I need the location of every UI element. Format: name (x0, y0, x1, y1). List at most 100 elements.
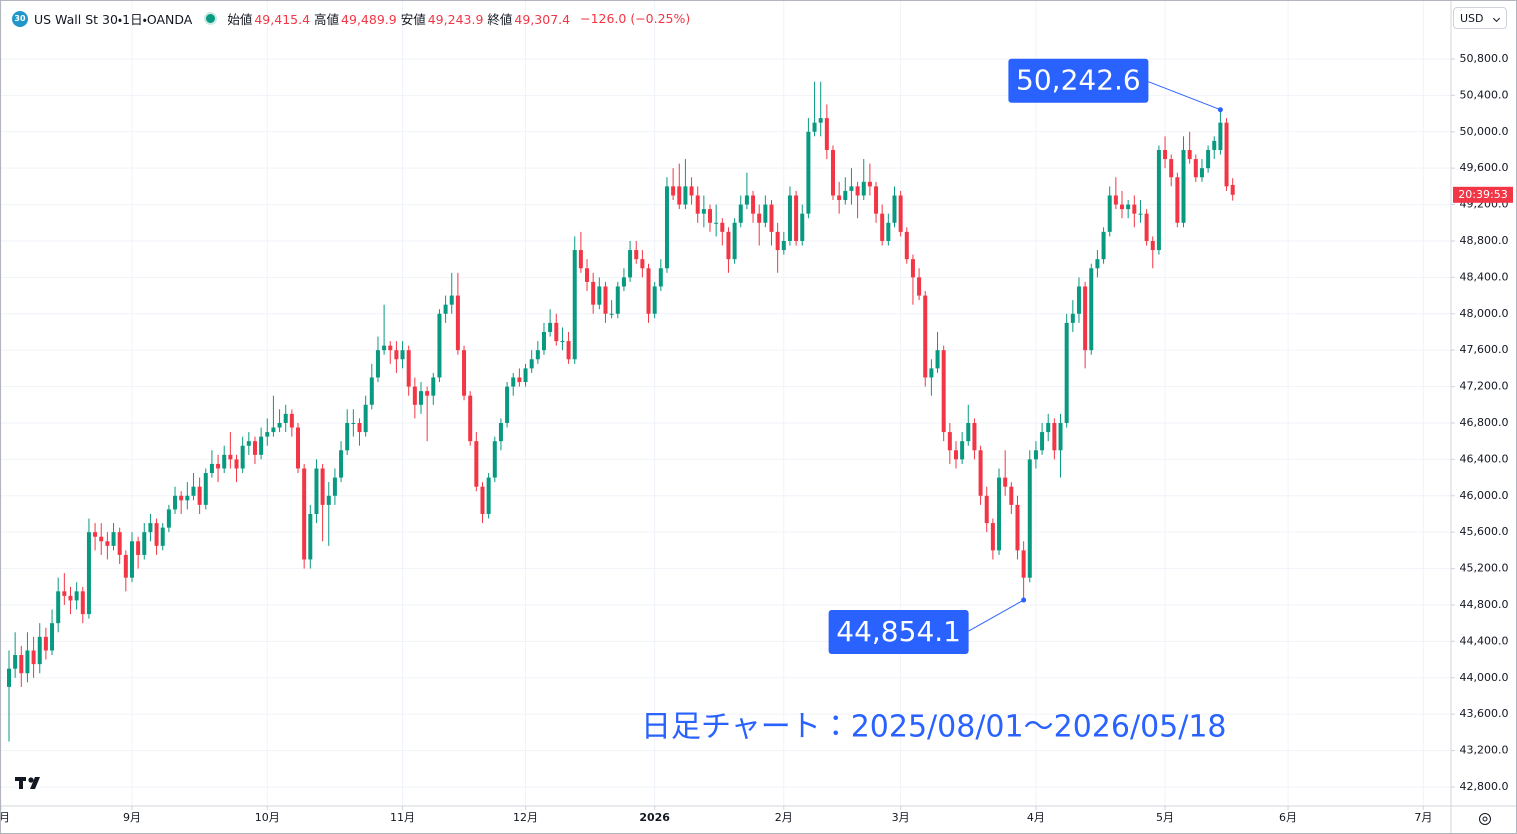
candle-body (744, 195, 749, 205)
candle-body (1206, 149, 1211, 169)
candle-body (953, 450, 958, 460)
candle-body (246, 441, 251, 446)
candle-body (664, 186, 669, 269)
candle-body (1120, 204, 1125, 210)
candle-body (1009, 486, 1014, 505)
candle-body (345, 422, 350, 451)
candle-body (308, 513, 313, 560)
candle-body (480, 486, 485, 514)
y-tick-label: 45,200.0 (1460, 562, 1509, 575)
candle-body (271, 427, 276, 433)
candle-body (86, 532, 91, 615)
candle-body (781, 240, 786, 251)
candle-body (105, 541, 110, 546)
candle-body (1132, 204, 1137, 214)
currency-select[interactable]: USD (1453, 7, 1507, 29)
annotation-label: 44,854.1 (836, 615, 961, 648)
candle-body (1015, 504, 1020, 551)
candle-body (837, 195, 842, 201)
candle-body (62, 591, 67, 596)
candle-body (474, 441, 479, 487)
candle-body (566, 341, 571, 360)
grid (1, 1, 1451, 806)
candle-body (984, 495, 989, 524)
candle-body (1126, 204, 1131, 210)
candle-body (1083, 286, 1088, 351)
market-status[interactable] (204, 12, 218, 25)
candle-body (462, 350, 467, 396)
candle-body (529, 359, 534, 369)
candle-body (714, 222, 719, 224)
candle-body (658, 268, 663, 287)
candle-body (628, 250, 633, 278)
candle-body (19, 655, 24, 674)
candle-body (671, 186, 676, 196)
candle-body (209, 463, 214, 474)
candle-body (720, 222, 725, 232)
candle-body (886, 222, 891, 241)
candle-body (683, 186, 688, 205)
legend-bar: 30 US Wall St 30・1日・OANDA 始値 49,415.4 高値 49… (12, 9, 694, 28)
x-tick-label: 8月 (1, 811, 10, 824)
candle-body (615, 286, 620, 314)
ohlc-value: 49,415.4 (254, 12, 311, 27)
candle-body (763, 204, 768, 223)
settings-icon[interactable] (1479, 813, 1491, 825)
candle-body (541, 331, 546, 351)
ohlc-label: 安値 (400, 12, 426, 27)
candle-body (1040, 432, 1045, 451)
candle-body (240, 445, 245, 469)
candle-body (1199, 168, 1204, 178)
x-tick-label: 3月 (892, 811, 910, 824)
candle-body (941, 350, 946, 433)
candle-body (31, 650, 36, 665)
candle-body (1230, 184, 1235, 195)
candle-body (160, 527, 165, 546)
candle-body (117, 532, 122, 555)
candle-body (935, 350, 940, 369)
candle-body (1046, 422, 1051, 433)
candle-body (843, 190, 848, 201)
candle-body (136, 541, 141, 555)
candle-body (1169, 159, 1174, 178)
candle-body (498, 422, 503, 442)
candle-body (1095, 259, 1100, 269)
candle-body (898, 195, 903, 232)
annotation-label: 50,242.6 (1016, 64, 1141, 97)
candle-body (1138, 213, 1143, 215)
candle-body (6, 668, 11, 687)
candle-body (861, 181, 866, 196)
candle-body (794, 195, 799, 241)
annotation-box (828, 610, 969, 655)
candle-body (997, 477, 1002, 551)
candle-body (418, 391, 423, 405)
candle-body (1089, 268, 1094, 351)
candle-body (1212, 140, 1217, 150)
candle-body (339, 450, 344, 478)
candle-body (486, 477, 491, 514)
candle-body (849, 186, 854, 191)
candle-body (701, 209, 706, 214)
candle-body (726, 231, 731, 260)
candle-body (511, 377, 516, 387)
symbol-name[interactable]: US Wall St 30・1日・OANDA (34, 12, 193, 27)
candle-body (185, 495, 190, 501)
chart-caption: 日足チャート：2025/08/01〜2026/05/18 (641, 710, 1227, 745)
candle-body (874, 186, 879, 214)
candle-body (738, 204, 743, 223)
y-tick-label: 47,200.0 (1460, 380, 1509, 393)
candle-body (357, 422, 362, 433)
candle-body (1156, 149, 1161, 251)
ohlc-values: 始値 49,415.4 高値 49,489.9 安値 49,243.9 終値 49,307.4 (227, 9, 574, 28)
candle-body (1021, 550, 1026, 578)
candle-body (769, 204, 774, 232)
symbol-logo[interactable]: 30 (12, 10, 28, 27)
candle-body (400, 350, 405, 360)
candle-body (972, 422, 977, 451)
candle-body (1027, 459, 1032, 578)
y-tick-label: 44,800.0 (1460, 598, 1509, 611)
candle-body (179, 495, 184, 501)
candle-body (812, 122, 817, 132)
candle-body (609, 313, 614, 315)
candle-body (302, 468, 307, 560)
